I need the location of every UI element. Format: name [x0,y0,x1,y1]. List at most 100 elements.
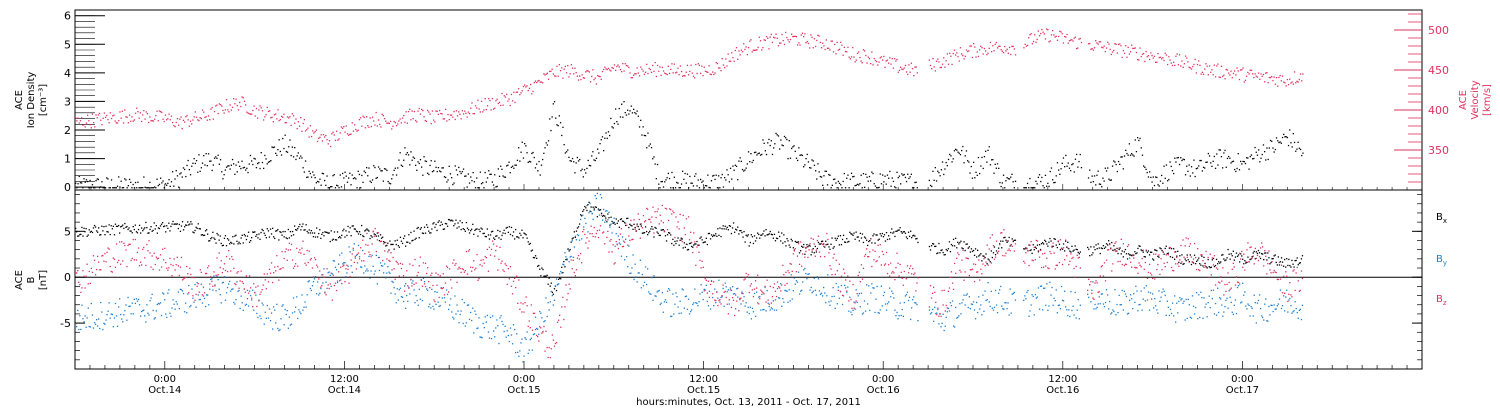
data-point-bx [245,235,246,236]
data-point-by [566,258,567,259]
data-point-bz [282,267,283,268]
data-point-density [350,184,351,185]
data-point-density [894,186,895,187]
data-point-density [135,182,136,183]
data-point-by [287,310,288,311]
data-point-by [1106,289,1107,290]
data-point-velocity [956,52,957,53]
data-point-by [706,285,707,286]
data-point-by [1243,295,1244,296]
data-point-bx [442,224,443,225]
data-point-bx [113,226,114,227]
data-point-by [869,310,870,311]
data-point-bx [652,229,653,230]
data-point-by [651,277,652,278]
data-point-bx [812,251,813,252]
data-point-by [959,303,960,304]
data-point-velocity [783,40,784,41]
data-point-density [722,174,723,175]
data-point-by [782,298,783,299]
data-point-by [87,317,88,318]
data-point-by [1246,308,1247,309]
data-point-by [194,284,195,285]
data-point-velocity [1300,73,1301,74]
data-point-density [1192,172,1193,173]
data-point-density [1227,158,1228,159]
data-point-bx [438,222,439,223]
data-point-velocity [173,125,174,126]
data-point-by [982,295,983,296]
data-point-density [1264,151,1265,152]
data-point-by [691,309,692,310]
data-point-velocity [771,34,772,35]
data-point-bz [416,283,417,284]
data-point-velocity [230,104,231,105]
data-point-bx [992,257,993,258]
data-point-by [728,289,729,290]
data-point-bx [881,235,882,236]
data-point-velocity [1157,53,1158,54]
data-point-density [1281,143,1282,144]
data-point-velocity [269,110,270,111]
data-point-density [485,172,486,173]
data-point-velocity [1124,53,1125,54]
data-point-velocity [579,75,580,76]
data-point-velocity [1264,81,1265,82]
data-point-bx [111,225,112,226]
data-point-by [92,314,93,315]
data-point-density [652,158,653,159]
data-point-velocity [1119,43,1120,44]
data-point-density [476,177,477,178]
data-point-bx [345,230,346,231]
data-point-bx [133,226,134,227]
data-point-density [158,185,159,186]
data-point-by [1046,283,1047,284]
data-point-by [1233,314,1234,315]
data-point-bz [289,243,290,244]
data-point-by [992,308,993,309]
data-point-density [156,179,157,180]
data-point-velocity [719,67,720,68]
data-point-by [1009,314,1010,315]
data-point-by [727,291,728,292]
data-point-bx [241,237,242,238]
data-point-bz [287,260,288,261]
data-point-velocity [1031,33,1032,34]
data-point-velocity [857,53,858,54]
data-point-bz [332,300,333,301]
data-point-by [1284,310,1285,311]
data-point-by [516,333,517,334]
data-point-velocity [463,113,464,114]
data-point-velocity [188,119,189,120]
data-point-bz [370,256,371,257]
data-point-velocity [629,72,630,73]
data-point-velocity [649,68,650,69]
data-point-by [595,195,596,196]
data-point-density [311,177,312,178]
data-point-by [600,194,601,195]
data-point-velocity [607,69,608,70]
data-point-bz [159,269,160,270]
data-point-density [110,187,111,188]
data-point-by [979,308,980,309]
data-point-by [1113,311,1114,312]
data-point-bx [941,249,942,250]
data-point-bx [300,229,301,230]
data-point-velocity [1254,73,1255,74]
data-point-velocity [440,113,441,114]
data-point-bx [145,222,146,223]
data-point-bz [98,262,99,263]
data-point-by [1282,305,1283,306]
data-point-by [524,337,525,338]
data-point-bx [1219,263,1220,264]
data-point-velocity [1167,64,1168,65]
data-point-by [1041,285,1042,286]
data-point-bx [809,245,810,246]
data-point-by [954,326,955,327]
data-point-bz [174,258,175,259]
data-point-by [593,219,594,220]
data-point-density [742,169,743,170]
data-point-velocity [892,58,893,59]
data-point-by [1252,308,1253,309]
